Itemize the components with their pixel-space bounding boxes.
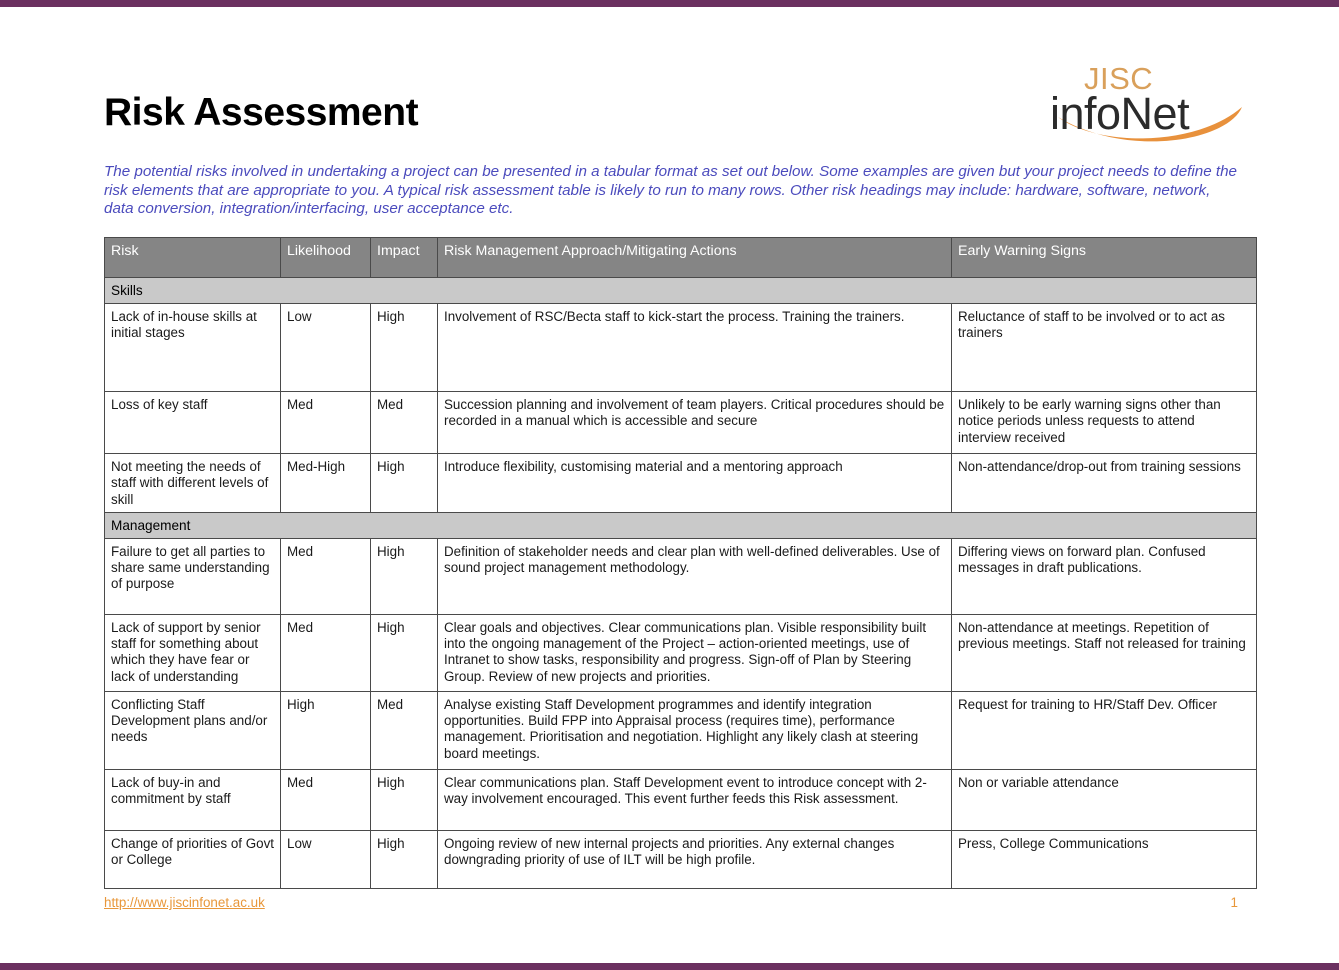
cell-likelihood: Med — [280, 391, 371, 455]
table-section-row: Management — [104, 511, 1257, 540]
cell-impact: High — [370, 830, 438, 890]
risk-assessment-table: Risk Likelihood Impact Risk Management A… — [104, 237, 1257, 890]
section-label: Skills — [104, 276, 1257, 305]
cell-approach: Introduce flexibility, customising mater… — [437, 453, 952, 513]
cell-early-warning: Non or variable attendance — [951, 769, 1257, 832]
cell-early-warning: Press, College Communications — [951, 830, 1257, 890]
cell-approach: Ongoing review of new internal projects … — [437, 830, 952, 890]
cell-approach: Clear goals and objectives. Clear commun… — [437, 614, 952, 693]
column-header-warning: Early Warning Signs — [951, 237, 1257, 278]
cell-impact: High — [370, 303, 438, 393]
cell-approach: Succession planning and involvement of t… — [437, 391, 952, 455]
cell-early-warning: Differing views on forward plan. Confuse… — [951, 538, 1257, 616]
cell-likelihood: High — [280, 691, 371, 771]
cell-early-warning: Reluctance of staff to be involved or to… — [951, 303, 1257, 393]
cell-risk: Loss of key staff — [104, 391, 281, 455]
cell-early-warning: Non-attendance at meetings. Repetition o… — [951, 614, 1257, 693]
cell-risk: Lack of support by senior staff for some… — [104, 614, 281, 693]
document-footer: http://www.jiscinfonet.ac.uk 1 — [104, 895, 1256, 917]
cell-impact: Med — [370, 391, 438, 455]
table-row: Not meeting the needs of staff with diff… — [104, 453, 1257, 513]
page-sheet: Risk Assessment JISC infoNet The potenti… — [0, 7, 1339, 963]
table-header: Risk Likelihood Impact Risk Management A… — [104, 237, 1257, 278]
cell-risk: Change of priorities of Govt or College — [104, 830, 281, 890]
cell-likelihood: Med — [280, 614, 371, 693]
cell-early-warning: Non-attendance/drop-out from training se… — [951, 453, 1257, 513]
column-header-likelihood: Likelihood — [280, 237, 371, 278]
table-row: Loss of key staff Med Med Succession planni… — [104, 391, 1257, 455]
table-body: Skills Lack of in-house skills at initial… — [104, 276, 1257, 890]
cell-likelihood: Low — [280, 830, 371, 890]
table-row: Change of priorities of Govt or College L… — [104, 830, 1257, 890]
svg-text:JISC: JISC — [1084, 61, 1153, 96]
intro-paragraph: The potential risks involved in undertak… — [104, 163, 1237, 217]
table-row: Conflicting Staff Development plans and/… — [104, 691, 1257, 771]
page-number: 1 — [1230, 895, 1238, 910]
cell-approach: Analyse existing Staff Development progr… — [437, 691, 952, 771]
footer-url-link[interactable]: http://www.jiscinfonet.ac.uk — [104, 895, 265, 910]
table-section-row: Skills — [104, 276, 1257, 305]
cell-likelihood: Low — [280, 303, 371, 393]
table-header-row: Risk Likelihood Impact Risk Management A… — [104, 237, 1257, 278]
cell-early-warning: Request for training to HR/Staff Dev. Of… — [951, 691, 1257, 771]
table-row: Lack of in-house skills at initial stage… — [104, 303, 1257, 393]
cell-approach: Clear communications plan. Staff Develop… — [437, 769, 952, 832]
cell-impact: High — [370, 453, 438, 513]
cell-likelihood: Med-High — [280, 453, 371, 513]
cell-likelihood: Med — [280, 538, 371, 616]
table-row: Failure to get all parties to share same… — [104, 538, 1257, 616]
cell-early-warning: Unlikely to be early warning signs other… — [951, 391, 1257, 455]
cell-impact: Med — [370, 691, 438, 771]
cell-impact: High — [370, 614, 438, 693]
cell-impact: High — [370, 769, 438, 832]
cell-approach: Involvement of RSC/Becta staff to kick-s… — [437, 303, 952, 393]
cell-approach: Definition of stakeholder needs and clea… — [437, 538, 952, 616]
document-header: Risk Assessment JISC infoNet — [104, 47, 1256, 157]
cell-risk: Lack of buy-in and commitment by staff — [104, 769, 281, 832]
table-row: Lack of buy-in and commitment by staff Me… — [104, 769, 1257, 832]
svg-text:infoNet: infoNet — [1050, 88, 1190, 139]
cell-impact: High — [370, 538, 438, 616]
column-header-impact: Impact — [370, 237, 438, 278]
section-label: Management — [104, 511, 1257, 540]
jisc-infonet-logo: JISC infoNet — [1028, 55, 1256, 151]
cell-risk: Not meeting the needs of staff with diff… — [104, 453, 281, 513]
table-row: Lack of support by senior staff for some… — [104, 614, 1257, 693]
page-title: Risk Assessment — [104, 91, 419, 134]
column-header-approach: Risk Management Approach/Mitigating Acti… — [437, 237, 952, 278]
cell-risk: Failure to get all parties to share same… — [104, 538, 281, 616]
column-header-risk: Risk — [104, 237, 281, 278]
cell-risk: Lack of in-house skills at initial stage… — [104, 303, 281, 393]
cell-likelihood: Med — [280, 769, 371, 832]
cell-risk: Conflicting Staff Development plans and/… — [104, 691, 281, 771]
